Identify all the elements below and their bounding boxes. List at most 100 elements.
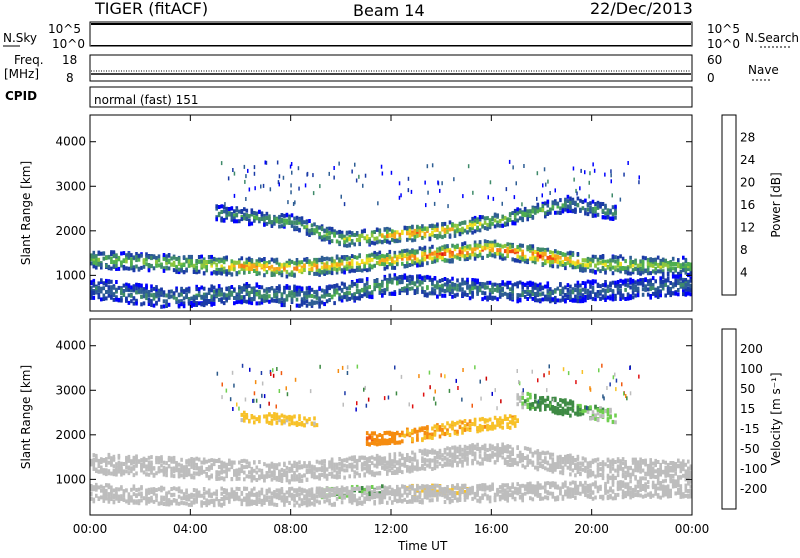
data-cell: [532, 454, 535, 458]
data-cell: [491, 286, 494, 290]
data-cell: [215, 268, 218, 272]
data-cell: [188, 260, 191, 264]
data-cell: [529, 290, 532, 294]
data-cell: [569, 255, 572, 259]
data-cell: [627, 468, 630, 472]
data-cell: [629, 286, 632, 290]
data-cell: [298, 466, 301, 470]
data-cell: [634, 466, 637, 470]
data-cell: [552, 264, 555, 268]
data-cell: [376, 240, 379, 244]
data-cell: [133, 467, 136, 471]
data-cell: [283, 223, 286, 227]
data-cell: [213, 257, 216, 261]
data-cell: [401, 454, 404, 458]
data-cell: [411, 451, 414, 455]
data-cell: [574, 299, 577, 303]
data-cell: [574, 284, 577, 288]
data-cell: [228, 207, 231, 211]
data-cell: [220, 461, 223, 465]
data-cell: [499, 292, 502, 296]
data-cell: [657, 471, 660, 475]
data-cell: [519, 281, 522, 285]
data-cell: [564, 208, 567, 212]
data-cell: [93, 291, 96, 295]
data-cell: [421, 281, 424, 285]
data-cell: [356, 463, 359, 467]
data-cell: [373, 254, 376, 258]
data-cell: [110, 280, 113, 284]
data-cell: [115, 466, 118, 470]
data-cell: [346, 231, 349, 235]
data-cell: [604, 204, 607, 208]
data-cell: [516, 207, 519, 211]
data-cell: [523, 164, 525, 168]
data-cell: [115, 298, 118, 302]
data-cell: [549, 297, 552, 301]
data-cell: [421, 251, 424, 255]
data-cell: [268, 466, 271, 470]
data-cell: [123, 251, 126, 255]
data-cell: [145, 258, 148, 262]
data-cell: [249, 188, 251, 192]
data-cell: [459, 451, 462, 455]
data-cell: [582, 456, 585, 460]
data-cell: [431, 224, 434, 228]
data-cell: [592, 258, 595, 262]
data-cell: [624, 464, 627, 468]
data-cell: [188, 468, 191, 472]
data-cell: [559, 256, 562, 260]
data-cell: [110, 460, 113, 464]
data-cell: [642, 476, 645, 480]
data-cell: [108, 255, 111, 259]
data-cell: [677, 464, 680, 468]
data-cell: [436, 223, 439, 227]
data-cell: [592, 286, 595, 290]
data-cell: [140, 458, 143, 462]
data-cell: [155, 456, 158, 460]
data-cell: [140, 295, 143, 299]
data-cell: [479, 228, 482, 232]
data-cell: [612, 289, 615, 293]
data-cell: [406, 278, 409, 282]
data-cell: [604, 292, 607, 296]
data-cell: [382, 172, 384, 176]
data-cell: [567, 195, 570, 199]
data-cell: [386, 283, 389, 287]
data-cell: [220, 289, 223, 293]
data-cell: [170, 290, 173, 294]
data-cell: [421, 277, 424, 281]
data-cell: [98, 281, 101, 285]
data-cell: [484, 246, 487, 250]
data-cell: [471, 281, 474, 285]
data-cell: [506, 247, 509, 251]
data-cell: [416, 249, 419, 253]
data-cell: [489, 292, 492, 296]
data-cell: [416, 258, 419, 262]
data-cell: [494, 453, 497, 457]
data-cell: [198, 259, 201, 263]
data-cell: [634, 294, 637, 298]
data-cell: [368, 268, 371, 272]
data-cell: [384, 291, 387, 295]
data-cell: [542, 459, 545, 463]
data-cell: [271, 273, 274, 277]
data-cell: [338, 457, 341, 461]
data-cell: [98, 294, 101, 298]
data-cell: [557, 298, 560, 302]
data-cell: [288, 273, 291, 277]
data-cell: [193, 295, 196, 299]
data-cell: [120, 261, 123, 265]
data-cell: [308, 469, 311, 473]
data-cell: [649, 466, 652, 470]
data-cell: [534, 466, 537, 470]
data-cell: [532, 297, 535, 301]
data-cell: [113, 292, 116, 296]
data-cell: [577, 457, 580, 461]
data-cell: [298, 473, 301, 477]
data-cell: [461, 221, 464, 225]
data-cell: [589, 258, 592, 262]
data-cell: [582, 258, 585, 262]
data-cell: [642, 287, 645, 291]
data-cell: [469, 451, 472, 455]
